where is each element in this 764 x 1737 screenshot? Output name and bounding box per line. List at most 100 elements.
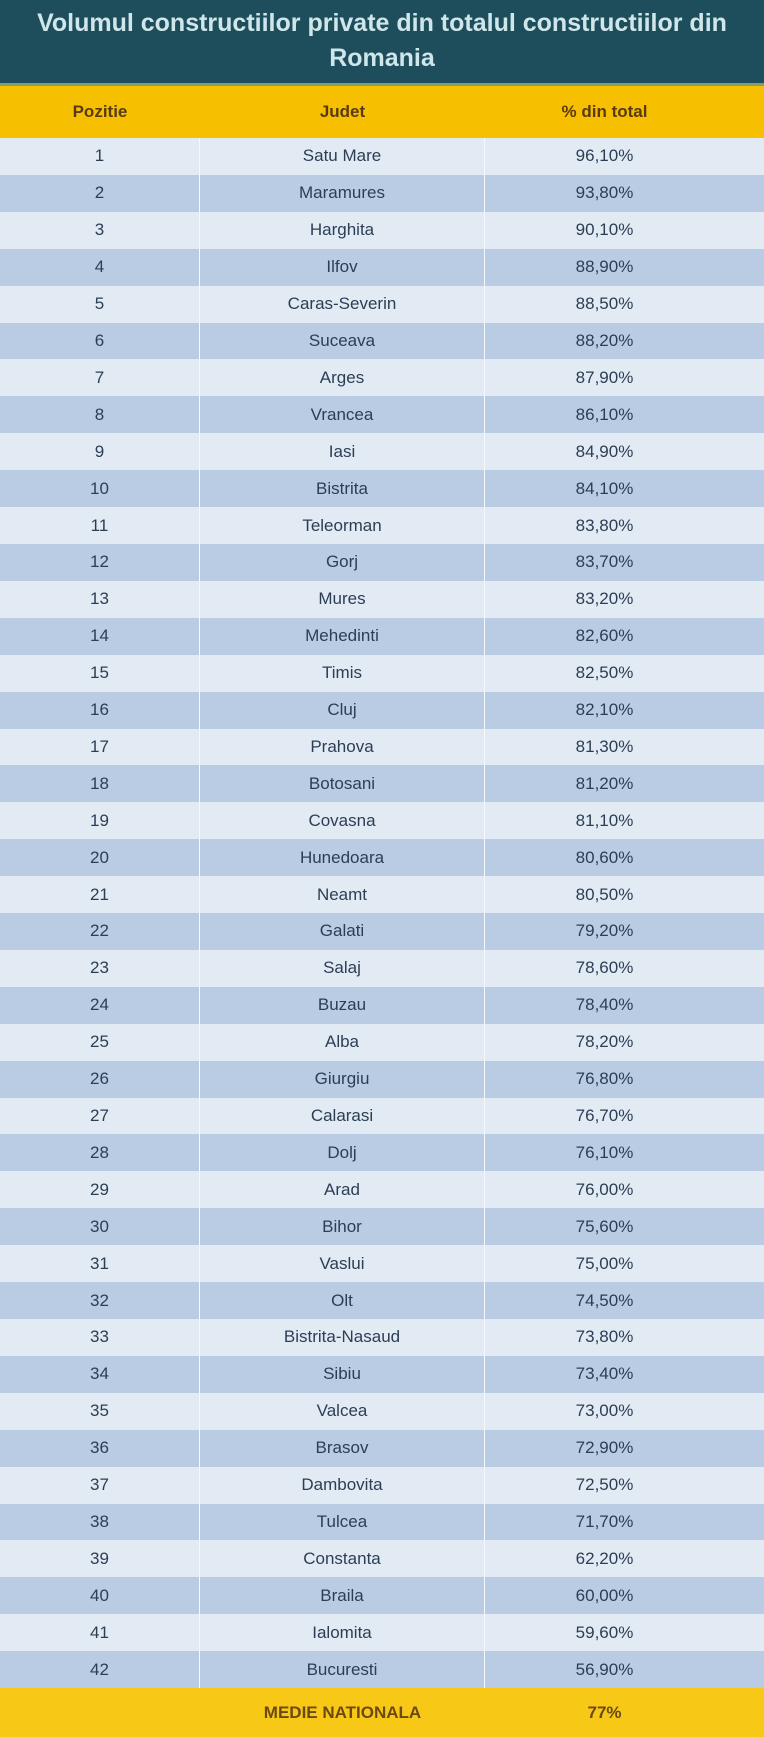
cell-percent: 78,40% [575, 995, 634, 1015]
cell-position: 11 [0, 507, 200, 544]
cell-percent: 75,60% [575, 1216, 634, 1236]
cell-percent: 87,90% [575, 367, 634, 387]
cell-position: 27 [0, 1097, 200, 1135]
cell-position: 1 [0, 138, 200, 175]
header-position: Pozitie [72, 102, 128, 121]
cell-percent: 82,60% [575, 626, 634, 646]
cell-position: 6 [0, 322, 200, 360]
table-row: 7 Arges 87,90% [0, 359, 764, 397]
table-row: 3 Harghita 90,10% [0, 211, 764, 249]
cell-percent: 90,10% [575, 220, 634, 240]
cell-percent: 59,60% [575, 1622, 634, 1642]
cell-county: Suceava [200, 322, 485, 360]
cell-percent: 79,20% [575, 921, 634, 941]
cell-percent: 76,70% [575, 1106, 634, 1126]
table-row: 25 Alba 78,20% [0, 1023, 764, 1061]
footer-value: 77% [587, 1702, 622, 1722]
cell-percent: 83,70% [575, 552, 634, 572]
cell-position: 38 [0, 1503, 200, 1541]
cell-percent: 62,20% [575, 1548, 634, 1568]
table-row: 26 Giurgiu 76,80% [0, 1060, 764, 1098]
table-row: 34 Sibiu 73,40% [0, 1355, 764, 1393]
cell-percent: 72,50% [575, 1475, 634, 1495]
cell-percent: 74,50% [575, 1290, 634, 1310]
cell-county: Olt [200, 1282, 485, 1319]
cell-position: 18 [0, 765, 200, 803]
table-row: 28 Dolj 76,10% [0, 1134, 764, 1172]
table-row: 15 Timis 82,50% [0, 654, 764, 692]
table-row: 23 Salaj 78,60% [0, 949, 764, 987]
table-row: 22 Galati 79,20% [0, 913, 764, 950]
cell-percent: 84,90% [575, 441, 634, 461]
cell-county: Botosani [200, 765, 485, 803]
cell-percent: 83,80% [575, 515, 634, 535]
cell-percent: 82,50% [575, 663, 634, 683]
cell-position: 20 [0, 839, 200, 877]
cell-position: 37 [0, 1466, 200, 1504]
cell-county: Mures [200, 580, 485, 618]
cell-county: Arges [200, 359, 485, 397]
table-row: 37 Dambovita 72,50% [0, 1466, 764, 1504]
cell-position: 4 [0, 248, 200, 286]
cell-position: 25 [0, 1023, 200, 1061]
cell-percent: 88,20% [575, 330, 634, 350]
cell-percent: 88,90% [575, 257, 634, 277]
cell-percent: 81,10% [575, 810, 634, 830]
cell-county: Calarasi [200, 1097, 485, 1135]
cell-county: Neamt [200, 876, 485, 914]
table-row: 16 Cluj 82,10% [0, 691, 764, 729]
cell-county: Brasov [200, 1429, 485, 1467]
cell-county: Alba [200, 1023, 485, 1061]
cell-position: 22 [0, 913, 200, 950]
cell-percent: 81,30% [575, 736, 634, 756]
cell-percent: 71,70% [575, 1511, 634, 1531]
cell-percent: 82,10% [575, 700, 634, 720]
cell-county: Satu Mare [200, 138, 485, 175]
cell-position: 17 [0, 728, 200, 766]
table-row: 33 Bistrita-Nasaud 73,80% [0, 1319, 764, 1356]
table-title: Volumul constructiilor private din total… [0, 0, 764, 86]
table-row: 11 Teleorman 83,80% [0, 507, 764, 544]
cell-county: Gorj [200, 543, 485, 581]
cell-position: 2 [0, 174, 200, 212]
cell-county: Maramures [200, 174, 485, 212]
table-row: 20 Hunedoara 80,60% [0, 839, 764, 877]
cell-county: Cluj [200, 691, 485, 729]
table-row: 12 Gorj 83,70% [0, 543, 764, 581]
cell-position: 42 [0, 1651, 200, 1689]
cell-position: 40 [0, 1577, 200, 1615]
table-row: 42 Bucuresti 56,90% [0, 1651, 764, 1689]
table-row: 9 Iasi 84,90% [0, 433, 764, 471]
table-row: 41 Ialomita 59,60% [0, 1614, 764, 1652]
cell-percent: 76,80% [575, 1069, 634, 1089]
header-percent: % din total [561, 102, 648, 121]
cell-position: 12 [0, 543, 200, 581]
cell-percent: 96,10% [575, 146, 634, 166]
cell-percent: 73,80% [575, 1327, 634, 1347]
cell-county: Harghita [200, 211, 485, 249]
cell-position: 34 [0, 1355, 200, 1393]
cell-county: Mehedinti [200, 617, 485, 655]
cell-position: 21 [0, 876, 200, 914]
footer-label: MEDIE NATIONALA [263, 1702, 422, 1722]
table-row: 36 Brasov 72,90% [0, 1429, 764, 1467]
table-row: 18 Botosani 81,20% [0, 765, 764, 803]
cell-county: Dambovita [200, 1466, 485, 1504]
cell-county: Buzau [200, 986, 485, 1024]
cell-county: Hunedoara [200, 839, 485, 877]
cell-percent: 73,40% [575, 1364, 634, 1384]
cell-position: 8 [0, 396, 200, 434]
cell-position: 33 [0, 1319, 200, 1356]
table-row: 13 Mures 83,20% [0, 580, 764, 618]
table-footer: MEDIE NATIONALA 77% [0, 1688, 764, 1737]
table-row: 10 Bistrita 84,10% [0, 470, 764, 508]
table-row: 30 Bihor 75,60% [0, 1208, 764, 1246]
cell-position: 10 [0, 470, 200, 508]
table-row: 17 Prahova 81,30% [0, 728, 764, 766]
table-row: 1 Satu Mare 96,10% [0, 138, 764, 175]
cell-county: Bucuresti [200, 1651, 485, 1689]
cell-percent: 56,90% [575, 1659, 634, 1679]
cell-position: 19 [0, 802, 200, 840]
cell-percent: 80,60% [575, 847, 634, 867]
cell-position: 23 [0, 949, 200, 987]
